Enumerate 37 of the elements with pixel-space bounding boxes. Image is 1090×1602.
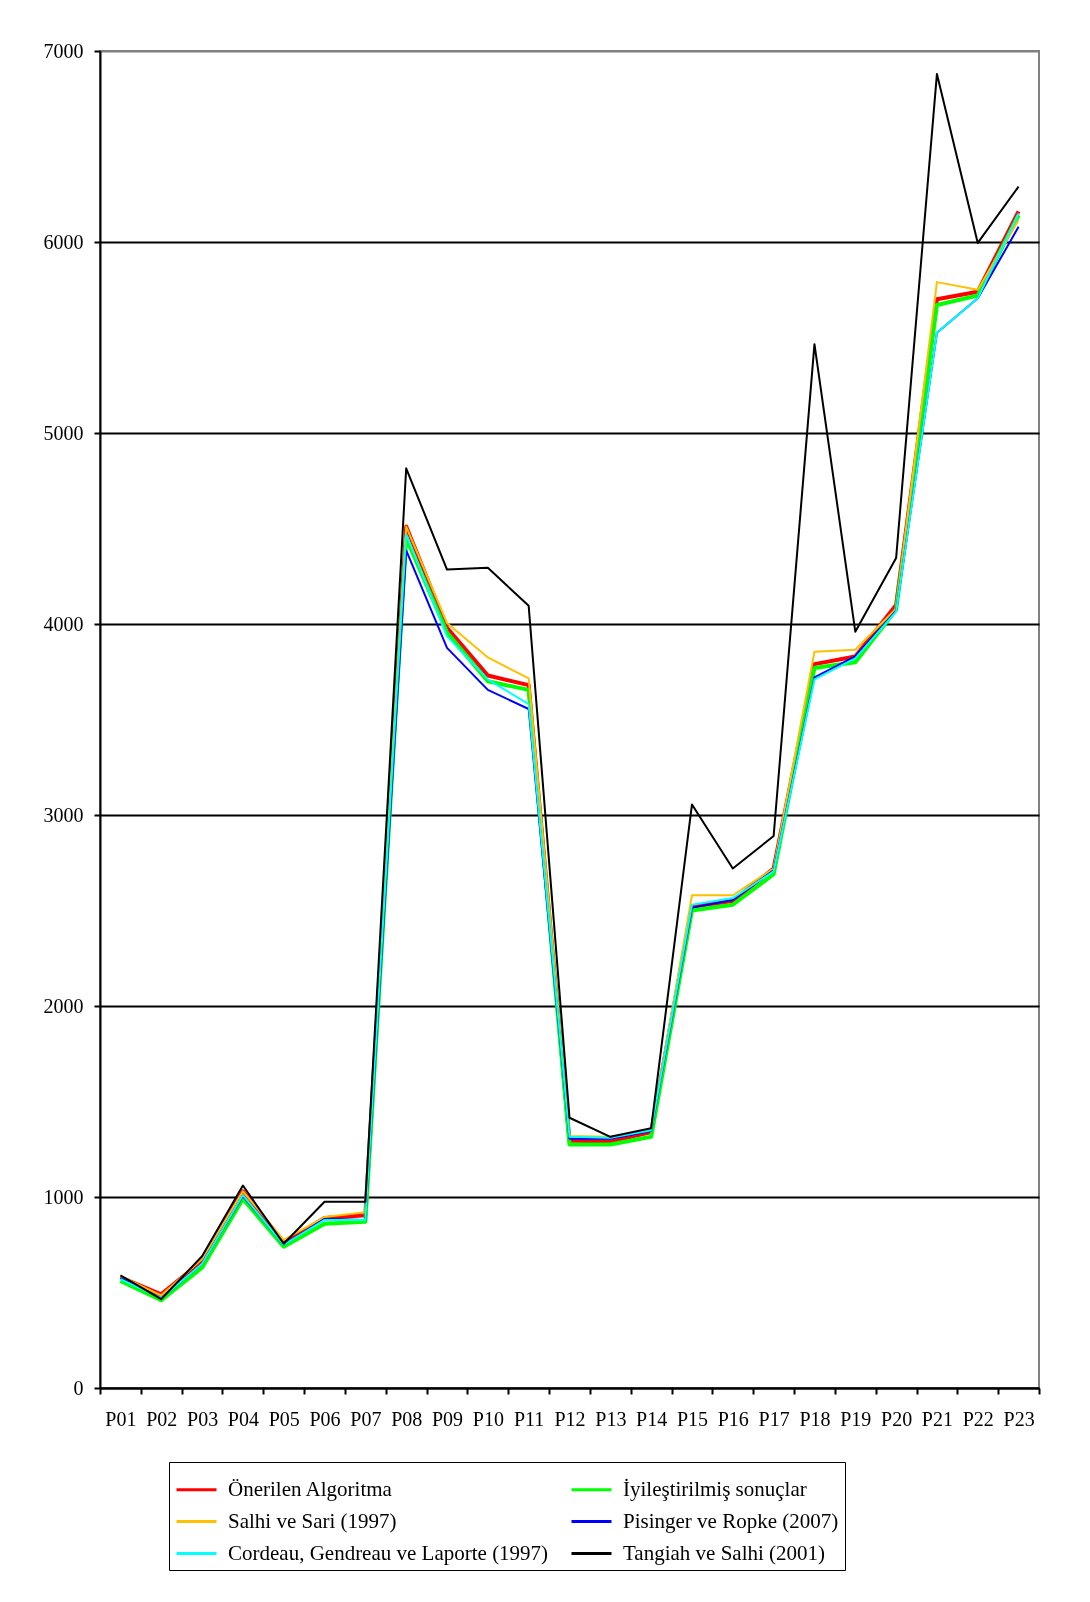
- legend-label: Cordeau, Gendreau ve Laporte (1997): [228, 1540, 549, 1565]
- x-tick-label: P10: [472, 1407, 504, 1430]
- x-tick-label: P06: [309, 1407, 341, 1430]
- x-tick-label: P13: [595, 1407, 627, 1430]
- x-tick-label: P18: [799, 1407, 831, 1430]
- x-tick-label: P20: [881, 1407, 913, 1430]
- x-tick-label: P14: [636, 1407, 668, 1430]
- y-tick-label: 6000: [43, 230, 84, 253]
- x-tick-label: P17: [758, 1407, 790, 1430]
- legend-label: Önerilen Algoritma: [228, 1476, 393, 1501]
- x-tick-label: P12: [554, 1407, 586, 1430]
- x-tick-label: P09: [431, 1407, 464, 1430]
- x-tick-label: P23: [1003, 1407, 1035, 1430]
- x-tick-label: P04: [227, 1407, 259, 1430]
- y-tick-label: 7000: [43, 39, 84, 62]
- y-tick-label: 1000: [43, 1185, 84, 1208]
- legend-label: İyileştirilmiş sonuçlar: [623, 1476, 807, 1501]
- x-tick-label: P16: [717, 1407, 749, 1430]
- x-tick-label: P11: [513, 1407, 545, 1430]
- x-tick-label: P21: [921, 1407, 953, 1430]
- x-tick-label: P01: [105, 1407, 137, 1430]
- legend-label: Pisinger ve Ropke (2007): [623, 1508, 839, 1533]
- legend-label: Salhi ve Sari (1997): [228, 1508, 397, 1533]
- x-tick-label: P05: [268, 1407, 300, 1430]
- x-tick-label: P22: [962, 1407, 994, 1430]
- y-tick-label: 2000: [43, 994, 84, 1017]
- x-tick-label: P08: [391, 1407, 423, 1430]
- y-tick-label: 4000: [43, 612, 84, 635]
- x-tick-label: P03: [187, 1407, 219, 1430]
- x-tick-label: P19: [840, 1407, 872, 1430]
- legend-label: Tangiah ve Salhi (2001): [623, 1540, 826, 1565]
- y-tick-label: 3000: [43, 803, 84, 826]
- y-tick-label: 5000: [43, 421, 84, 444]
- x-tick-label: P07: [350, 1407, 382, 1430]
- x-tick-label: P02: [146, 1407, 178, 1430]
- y-tick-label: 0: [73, 1376, 84, 1399]
- x-tick-label: P15: [676, 1407, 709, 1430]
